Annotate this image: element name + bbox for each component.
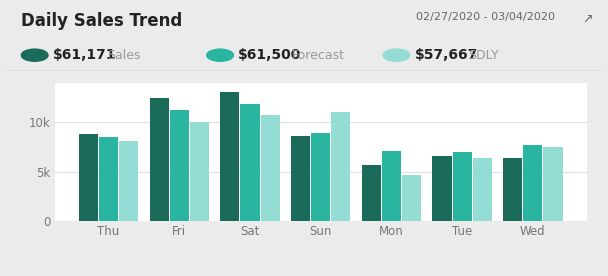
Text: $61,500: $61,500 <box>238 48 302 62</box>
Bar <box>331 112 350 221</box>
Bar <box>544 147 562 221</box>
Bar <box>311 133 330 221</box>
Bar <box>291 136 310 221</box>
Bar <box>473 158 492 221</box>
Bar <box>119 141 138 221</box>
Text: $61,171: $61,171 <box>53 48 116 62</box>
Text: SDLY: SDLY <box>468 49 499 62</box>
Text: ↗: ↗ <box>582 12 593 25</box>
Bar <box>99 137 118 221</box>
Bar <box>452 152 472 221</box>
Bar <box>170 110 189 221</box>
Bar <box>402 176 421 221</box>
Bar <box>382 151 401 221</box>
Bar <box>220 92 240 221</box>
Text: Daily Sales Trend: Daily Sales Trend <box>21 12 182 30</box>
Bar <box>503 158 522 221</box>
Text: Forecast: Forecast <box>292 49 345 62</box>
Text: $57,667: $57,667 <box>415 48 478 62</box>
Bar <box>432 156 452 221</box>
Text: 02/27/2020 - 03/04/2020: 02/27/2020 - 03/04/2020 <box>416 12 556 22</box>
Bar <box>241 105 260 221</box>
Bar <box>79 134 98 221</box>
Bar <box>362 164 381 221</box>
Bar <box>150 98 168 221</box>
Bar <box>190 122 209 221</box>
Bar <box>523 145 542 221</box>
Bar <box>261 115 280 221</box>
Text: Sales: Sales <box>107 49 140 62</box>
